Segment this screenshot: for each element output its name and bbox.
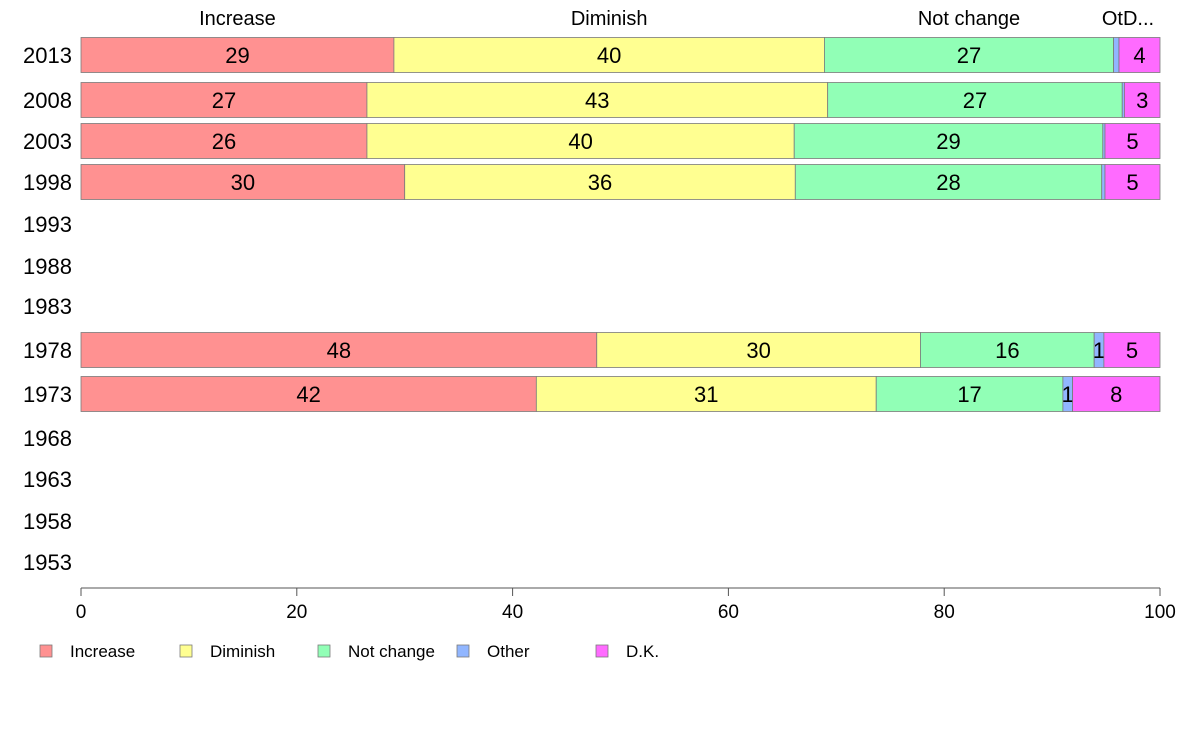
bar-segment	[1103, 332, 1161, 368]
legend-swatch	[39, 644, 53, 658]
data-label: 40	[597, 43, 621, 68]
category-label: 1998	[23, 170, 72, 195]
legend-label: Not change	[348, 642, 435, 661]
bar-segment	[80, 82, 368, 118]
legend-swatch	[456, 644, 470, 658]
bar-segment	[1123, 82, 1161, 118]
data-label: 29	[225, 43, 249, 68]
x-tick-label: 40	[502, 602, 523, 623]
bar-segment	[80, 37, 395, 73]
bar-segment	[875, 376, 1064, 412]
bar-segment	[1104, 123, 1161, 159]
category-label: 2003	[23, 129, 72, 154]
bar-segment	[80, 376, 537, 412]
data-label: 4	[1133, 43, 1145, 68]
data-label: 42	[296, 382, 320, 407]
bar-segment	[1101, 164, 1106, 200]
category-label: 1963	[23, 467, 72, 492]
bar-segment	[393, 37, 825, 73]
bar-segment	[1104, 164, 1161, 200]
bar-segment	[366, 123, 795, 159]
category-label: 1993	[23, 212, 72, 237]
x-tick-label: 0	[76, 602, 87, 623]
bar-segment	[366, 82, 829, 118]
bar-segment	[80, 164, 406, 200]
bar-segment	[80, 123, 368, 159]
category-label: 1953	[23, 550, 72, 575]
data-label: 31	[694, 382, 718, 407]
data-label: 5	[1126, 170, 1138, 195]
legend-label: Increase	[70, 642, 135, 661]
data-label: 40	[568, 129, 592, 154]
legend-label: Other	[487, 642, 530, 661]
data-label: 43	[585, 88, 609, 113]
legend-swatch	[179, 644, 193, 658]
category-label: 2008	[23, 88, 72, 113]
bar-segment	[1072, 376, 1161, 412]
data-label: 27	[212, 88, 236, 113]
x-tick-label: 20	[286, 602, 307, 623]
data-label: 1	[1093, 338, 1105, 363]
column-header: Not change	[918, 8, 1020, 30]
legend-swatch	[317, 644, 331, 658]
data-label: 36	[588, 170, 612, 195]
data-label: 8	[1110, 382, 1122, 407]
data-label: 30	[231, 170, 255, 195]
category-label: 1968	[23, 426, 72, 451]
x-tick-label: 100	[1144, 602, 1176, 623]
category-label: 1983	[23, 294, 72, 319]
data-label: 26	[212, 129, 236, 154]
data-label: 17	[957, 382, 981, 407]
x-tick-label: 80	[934, 602, 955, 623]
category-label: 1988	[23, 254, 72, 279]
data-label: 28	[936, 170, 960, 195]
data-label: 48	[327, 338, 351, 363]
data-label: 16	[995, 338, 1019, 363]
bar-segment	[793, 123, 1104, 159]
x-tick-label: 60	[718, 602, 739, 623]
bar-segment	[794, 164, 1103, 200]
data-label: 5	[1126, 338, 1138, 363]
bar-segment	[80, 332, 598, 368]
bar-segment	[827, 82, 1123, 118]
category-label: 1973	[23, 382, 72, 407]
column-header: Diminish	[571, 8, 648, 30]
bar-segment	[920, 332, 1095, 368]
bar-segment	[535, 376, 877, 412]
data-label: 1	[1062, 382, 1074, 407]
legend-label: D.K.	[626, 642, 659, 661]
data-label: 27	[957, 43, 981, 68]
data-label: 5	[1126, 129, 1138, 154]
legend-label: Diminish	[210, 642, 275, 661]
data-label: 27	[963, 88, 987, 113]
column-header: OtD...	[1102, 8, 1154, 30]
category-label: 1958	[23, 509, 72, 534]
category-label: 1978	[23, 338, 72, 363]
bar-segment	[1118, 37, 1161, 73]
data-label: 29	[936, 129, 960, 154]
data-label: 30	[746, 338, 770, 363]
column-header: Increase	[199, 8, 276, 30]
legend-swatch	[595, 644, 609, 658]
category-label: 2013	[23, 43, 72, 68]
data-label: 3	[1136, 88, 1148, 113]
bar-segment	[404, 164, 796, 200]
bar-segment	[824, 37, 1115, 73]
bar-segment	[596, 332, 921, 368]
bar-segment	[1113, 37, 1120, 73]
